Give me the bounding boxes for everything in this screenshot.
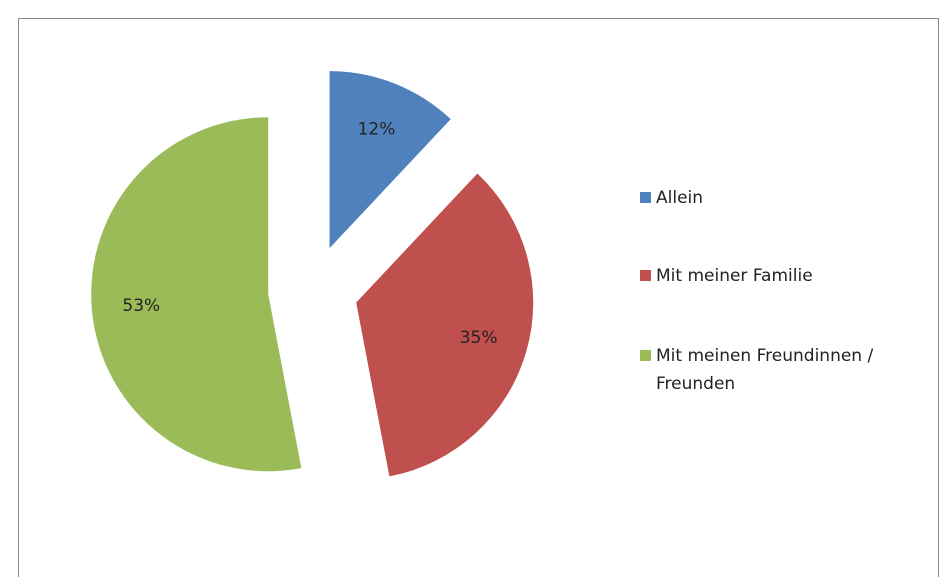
pie-slice [356,173,534,477]
legend-swatch [640,270,651,281]
pie-slice [91,117,302,472]
data-label: 53% [122,296,160,316]
legend-swatch [640,192,651,203]
data-label: 12% [358,120,396,140]
pie-slice [329,71,451,249]
legend-swatch [640,350,651,361]
data-label: 35% [460,328,498,348]
legend-item: Allein [640,184,940,212]
chart-border [18,18,939,577]
legend-label: Mit meinen Freundinnen / Freunden [656,346,874,394]
legend-item: Mit meinen Freundinnen / Freunden [640,342,940,398]
legend-label: Mit meiner Familie [656,266,813,286]
legend-label: Allein [656,188,704,208]
legend-item: Mit meiner Familie [640,262,940,290]
